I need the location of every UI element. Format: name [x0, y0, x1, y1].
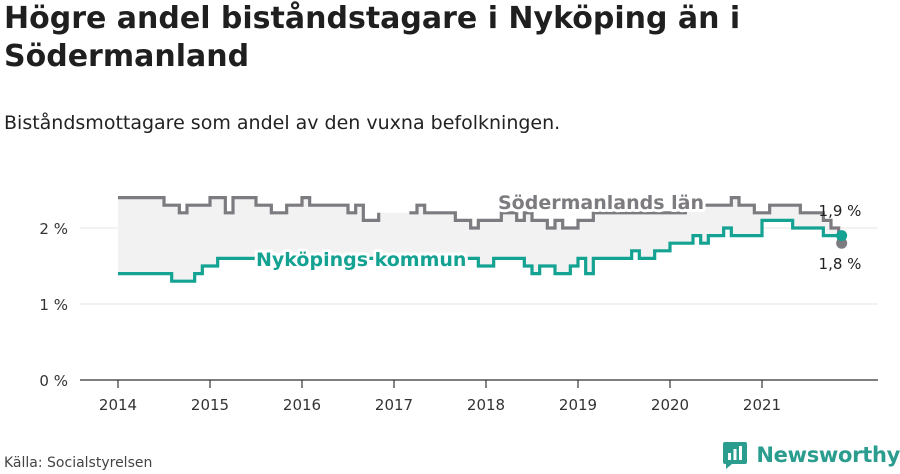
series-endpoint-municipality [836, 230, 848, 242]
y-tick-label: 2 % [39, 220, 68, 238]
series-label-county: Södermanlands län [498, 192, 704, 214]
x-tick-label: 2014 [99, 396, 137, 414]
series-line-municipality [118, 218, 839, 283]
series-difference-band [118, 197, 839, 282]
x-tick-label: 2020 [651, 396, 689, 414]
x-tick-label: 2019 [559, 396, 597, 414]
brand-logo: Newsworthy [722, 440, 900, 470]
series-line-county [118, 196, 841, 244]
series-endpoint-county [836, 237, 848, 249]
newsworthy-logo-icon [723, 442, 748, 469]
y-tick-label: 1 % [39, 296, 68, 314]
source-note: Källa: Socialstyrelsen [4, 455, 153, 471]
x-tick-label: 2018 [467, 396, 505, 414]
chart-title: Högre andel biståndstagare i Nyköping än… [4, 1, 741, 74]
x-tick-label: 2016 [283, 396, 321, 414]
end-label-county: 1,8 % [819, 255, 862, 273]
brand-name: Newsworthy [756, 443, 900, 467]
y-tick-label: 0 % [39, 372, 68, 390]
chart-subtitle: Biståndsmottagare som andel av den vuxna… [4, 112, 561, 134]
x-tick-label: 2015 [191, 396, 229, 414]
x-tick-label: 2021 [743, 396, 781, 414]
series-label-municipality: Nyköpings kommun [256, 249, 466, 271]
x-tick-label: 2017 [375, 396, 413, 414]
end-label-municipality: 1,9 % [819, 202, 862, 220]
